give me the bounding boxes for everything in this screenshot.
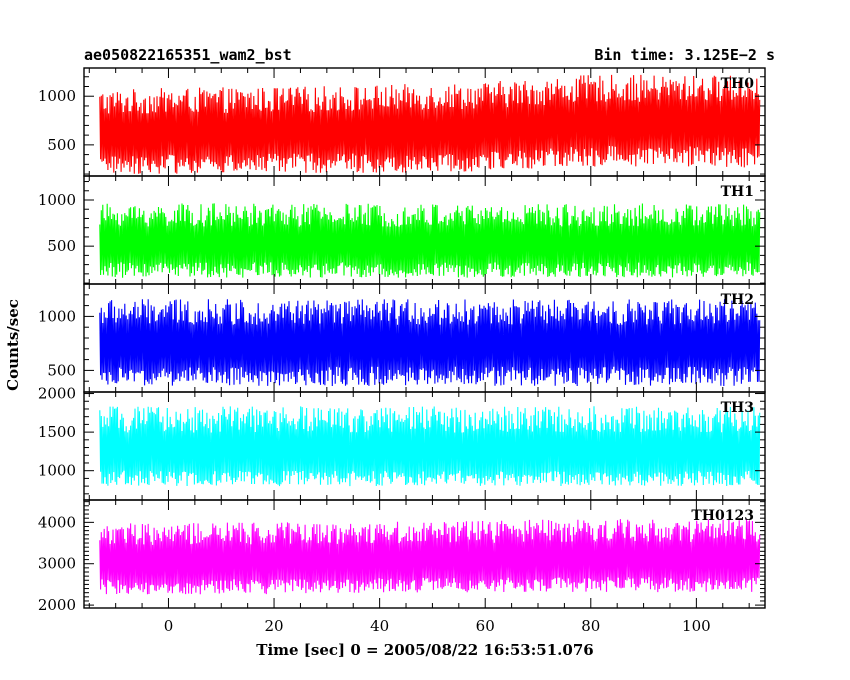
y-tick-label: 2000	[38, 596, 76, 614]
y-tick-label: 3000	[38, 555, 76, 573]
y-tick-label: 1000	[38, 462, 76, 480]
y-axis-title: Counts/sec	[4, 299, 22, 391]
panel-th0123: 2000 3000 4000 TH0123	[38, 499, 766, 614]
x-tick-label: 20	[264, 617, 283, 635]
x-tick-label: 0	[164, 617, 174, 635]
y-tick-label: 1000	[38, 191, 76, 209]
x-tick-label: 60	[476, 617, 495, 635]
y-tick-label: 500	[47, 361, 76, 379]
x-tick-label: 40	[370, 617, 389, 635]
series-th0-line	[99, 74, 761, 174]
observation-id: ae050822165351_wam2_bst	[84, 46, 292, 64]
panel-th3: 1000 1500 2000 TH3	[38, 385, 766, 501]
y-tick-label: 500	[47, 136, 76, 154]
panel-th2: 500 1000 TH2	[38, 283, 766, 393]
panel-label: TH0	[721, 76, 755, 92]
y-tick-label: 4000	[38, 513, 76, 531]
panel-th1: 500 1000 TH1	[38, 175, 766, 285]
x-axis-title: Time [sec] 0 = 2005/08/22 16:53:51.076	[256, 641, 593, 659]
series-th0123-line	[99, 519, 761, 595]
bin-time-label: Bin time: 3.125E−2 s	[594, 46, 775, 64]
panel-th0: 500 1000 TH0	[38, 67, 766, 177]
panel-label: TH3	[721, 400, 754, 416]
y-tick-label: 1500	[38, 423, 76, 441]
y-tick-label: 1000	[38, 307, 76, 325]
series-th2-line	[99, 299, 761, 387]
x-axis: 0 20 40 60 80 100	[164, 617, 711, 635]
panel-label: TH1	[721, 184, 754, 200]
panel-label: TH0123	[691, 508, 754, 524]
y-tick-label: 2000	[38, 385, 76, 403]
x-tick-label: 80	[581, 617, 600, 635]
y-tick-label: 500	[47, 237, 76, 255]
y-tick-label: 1000	[38, 87, 76, 105]
series-th3-line	[99, 406, 761, 487]
panels: 500 1000 TH0 500 1000 TH1 500 1000 TH2 1000 1500 20…	[38, 67, 766, 614]
series-th1-line	[99, 203, 761, 278]
panel-frame	[83, 499, 766, 609]
x-tick-label: 100	[682, 617, 711, 635]
panel-label: TH2	[721, 292, 754, 308]
